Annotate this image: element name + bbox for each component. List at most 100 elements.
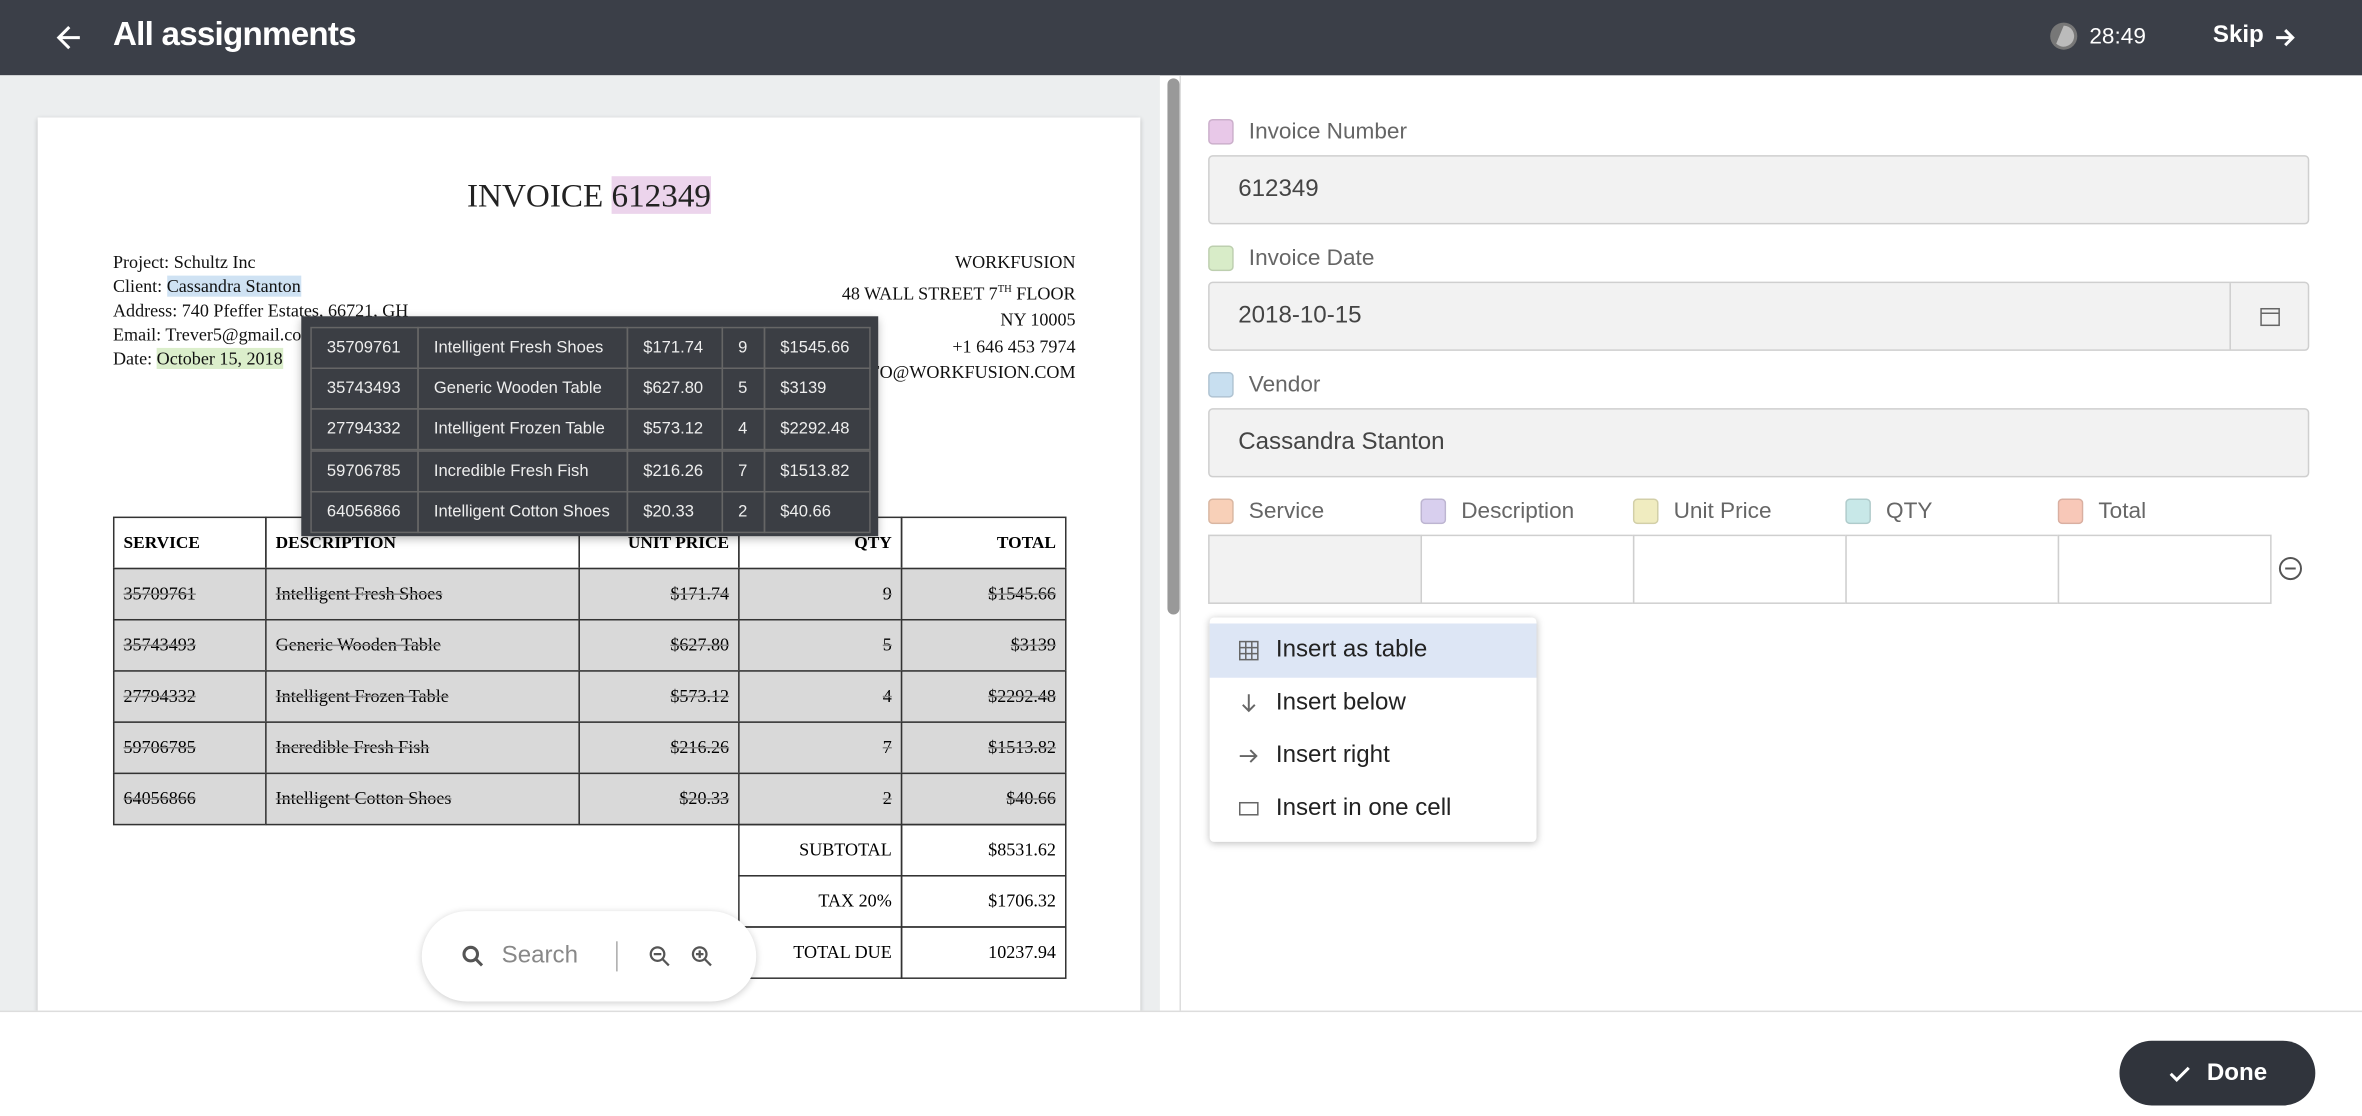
column-cell[interactable] xyxy=(2057,534,2272,604)
column-label: Unit Price xyxy=(1632,497,1772,524)
done-label: Done xyxy=(2206,1059,2268,1086)
menu-label: Insert below xyxy=(1275,689,1406,716)
client-line: Client: Cassandra Stanton xyxy=(113,274,408,298)
city: NY 10005 xyxy=(1000,308,1076,330)
zoom-out[interactable] xyxy=(648,944,672,968)
menu-label: Insert right xyxy=(1275,742,1390,769)
field-color xyxy=(1208,244,1234,271)
menu-item[interactable]: Insert right xyxy=(1210,729,1537,783)
insert-menu: Insert as table Insert below Insert right I… xyxy=(1209,617,1537,842)
remove-row[interactable] xyxy=(2278,556,2304,582)
table-cell: Intelligent Frozen Table xyxy=(265,670,580,723)
zoom-in[interactable] xyxy=(690,944,714,968)
table-cell: 59706785 xyxy=(112,721,267,775)
scrollbar[interactable] xyxy=(1167,78,1180,615)
phone: +1 646 453 7974 xyxy=(952,335,1076,357)
table-cell: 35743493 xyxy=(112,618,267,672)
label-text: Description xyxy=(1461,497,1575,524)
column-color xyxy=(1420,497,1447,524)
table-cell: $40.66 xyxy=(900,772,1067,826)
street: 48 WALL STREET 7 xyxy=(841,282,998,304)
field-label: Invoice Date xyxy=(1208,244,1374,271)
field-input[interactable]: 612349 xyxy=(1208,155,2310,225)
invoice-right-info: WORKFUSION 48 WALL STREET 7TH FLOOR NY 1… xyxy=(603,250,1076,386)
search-icon xyxy=(462,945,484,967)
table-cell: $20.33 xyxy=(578,772,740,826)
field-label: Vendor xyxy=(1208,370,1320,397)
table-cell: 9 xyxy=(738,567,903,621)
calendar-button[interactable] xyxy=(2229,283,2307,350)
date-line: Date: October 15, 2018 xyxy=(113,346,408,370)
street-line: 48 WALL STREET 7TH FLOOR xyxy=(603,276,1076,307)
skip-button[interactable]: Skip xyxy=(2212,22,2264,49)
column-cell[interactable] xyxy=(1632,534,1847,604)
timer-icon xyxy=(2050,22,2078,50)
column-color xyxy=(1845,497,1871,524)
date-label: Date: xyxy=(112,347,153,369)
column-label: Description xyxy=(1420,497,1575,524)
label-text: Service xyxy=(1248,497,1325,524)
menu-label: Insert in one cell xyxy=(1275,795,1452,821)
skip-icon xyxy=(2276,29,2295,47)
invoice: INVOICE 612349 Project: Schultz Inc Clie… xyxy=(0,0,1160,1012)
form-pane: Invoice Number 612349 Invoice Date 2018-10-… xyxy=(1208,117,2310,604)
popup-cell: $40.66 xyxy=(763,490,871,533)
search-input[interactable]: Search xyxy=(501,942,579,969)
table-cell: $573.12 xyxy=(578,670,740,723)
invoice-number: 612349 xyxy=(611,176,711,214)
header: All assignments 28:49 Skip xyxy=(0,0,2362,76)
separator xyxy=(616,941,618,972)
invoice-title: INVOICE 612349 xyxy=(0,176,1160,215)
column-cell[interactable] xyxy=(1845,534,2060,604)
table-cell: Generic Wooden Table xyxy=(265,618,580,672)
check-icon xyxy=(2169,1065,2190,1082)
menu-item[interactable]: Insert below xyxy=(1210,676,1537,730)
table-cell: $627.80 xyxy=(578,618,740,672)
done-button[interactable]: Done xyxy=(2119,1040,2316,1106)
column-label: QTY xyxy=(1845,497,1932,524)
field-label: Invoice Number xyxy=(1208,117,1407,144)
column-cell[interactable] xyxy=(1420,534,1635,604)
column-label: Total xyxy=(2057,497,2146,524)
column-color xyxy=(1208,497,1234,524)
menu-icon xyxy=(1238,640,1259,661)
search-bar: Search xyxy=(421,911,757,1002)
label-text: Unit Price xyxy=(1673,497,1772,524)
company-email: INFO@WORKFUSION.COM xyxy=(850,361,1076,383)
menu-item[interactable]: Insert as table xyxy=(1209,623,1537,678)
floor: FLOOR xyxy=(1016,282,1076,304)
column-cell[interactable] xyxy=(1208,534,1423,604)
label-text: QTY xyxy=(1885,497,1933,524)
table-cell: Incredible Fresh Fish xyxy=(265,721,580,775)
field-input[interactable]: 2018-10-15 xyxy=(1208,281,2310,351)
label-text: Invoice Date xyxy=(1248,244,1375,271)
back-button[interactable] xyxy=(54,23,84,53)
company: WORKFUSION xyxy=(955,251,1076,273)
column-label: Service xyxy=(1208,497,1324,524)
menu-label: Insert as table xyxy=(1275,637,1428,663)
menu-icon xyxy=(1239,749,1258,763)
label-text: Invoice Number xyxy=(1248,118,1408,144)
timer: 28:49 xyxy=(2089,24,2146,50)
project: Project: Schultz Inc xyxy=(112,251,256,273)
email: Email: Trever5@gmail.com xyxy=(112,323,316,345)
address: Address: 740 Pfeffer Estates, 66721, GH xyxy=(112,299,409,321)
menu-icon xyxy=(1242,694,1256,713)
table-preview-popup: 35709761 Intelligent Fresh Shoes $171.74 9 $… xyxy=(301,316,879,537)
menu-item[interactable]: Insert in one cell xyxy=(1210,782,1537,836)
field-color xyxy=(1208,371,1234,397)
field-color xyxy=(1208,118,1234,144)
date: October 15, 2018 xyxy=(156,347,283,369)
divider xyxy=(1179,75,1182,1013)
minus-icon xyxy=(2278,557,2302,581)
footer: Done xyxy=(0,1010,2362,1116)
column-color xyxy=(1632,497,1659,524)
table-cell: 4 xyxy=(738,670,903,723)
table-cell: $3139 xyxy=(900,618,1067,672)
table-cell: 35709761 xyxy=(112,567,267,621)
client: Cassandra Stanton xyxy=(166,275,301,297)
client-label: Client: xyxy=(112,275,163,297)
field-input[interactable]: Cassandra Stanton xyxy=(1208,408,2310,478)
